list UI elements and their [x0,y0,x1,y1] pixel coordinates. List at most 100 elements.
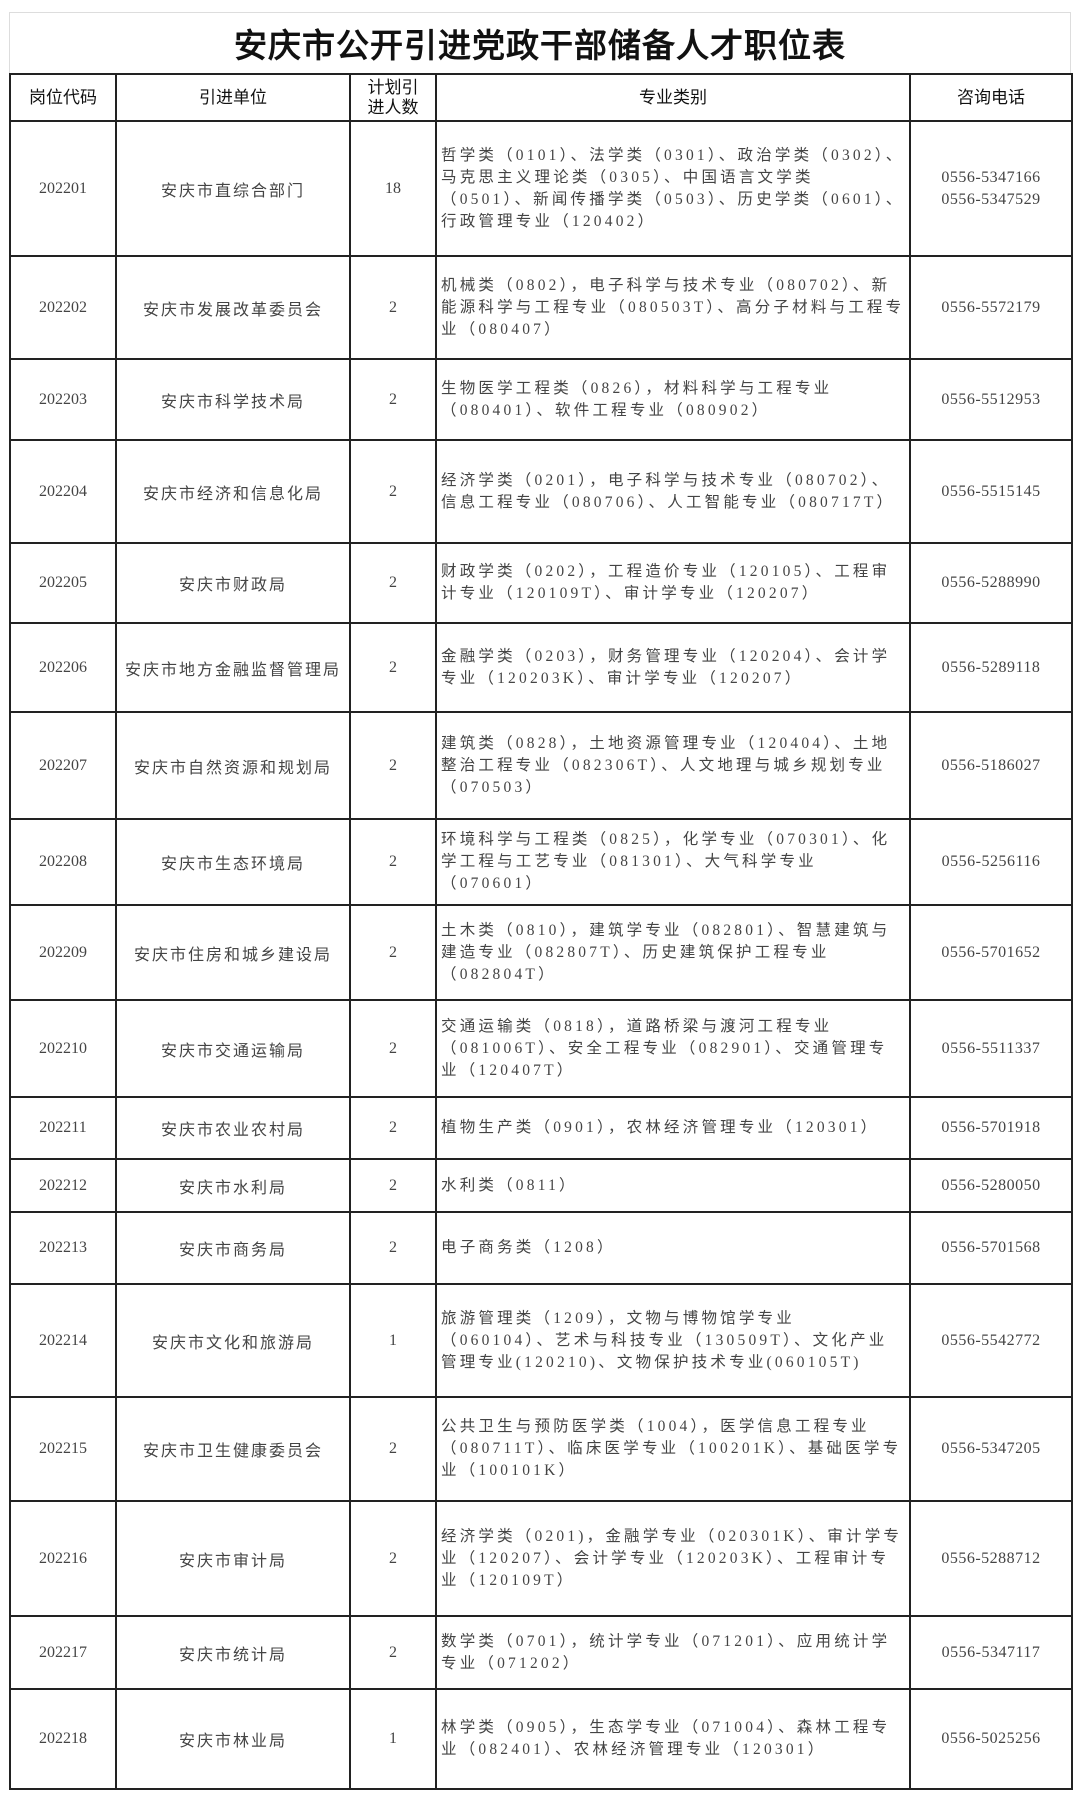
phone-number: 0556-5289118 [941,658,1041,676]
major-cell: 旅游管理类（1209），文物与博物馆学专业（060104）、艺术与科技专业（13… [435,1283,911,1398]
phone-number: 0556-5701652 [941,943,1041,961]
phone-cell: 0556-5511337 [909,999,1073,1098]
major-cell: 林学类（0905），生态学专业（071004）、森林工程专业（082401）、农… [435,1688,911,1790]
phone-cell: 0556-5512953 [909,358,1073,441]
count-cell: 2 [349,711,437,820]
count-cell: 2 [349,1500,437,1617]
phone-cell: 0556-5701568 [909,1211,1073,1285]
unit-cell: 安庆市商务局 [115,1211,351,1285]
major-cell: 交通运输类（0818），道路桥梁与渡河工程专业（081006T）、安全工程专业（… [435,999,911,1098]
table-row: 202206 安庆市地方金融监督管理局 2 金融学类（0203），财务管理专业（120… [9,622,1073,713]
header-code: 岗位代码 [9,73,117,122]
table-row: 202216 安庆市审计局 2 经济学类（0201)，金融学专业（020301K）、审… [9,1500,1073,1617]
unit-cell: 安庆市文化和旅游局 [115,1283,351,1398]
code-cell: 202213 [9,1211,117,1285]
unit-cell: 安庆市地方金融监督管理局 [115,622,351,713]
major-cell: 财政学类（0202），工程造价专业（120105）、工程审计专业（120109T… [435,542,911,624]
position-table-sheet: 安庆市公开引进党政干部储备人才职位表 岗位代码 引进单位 计划引 进人数 专业类别… [9,12,1073,1790]
count-cell: 2 [349,999,437,1098]
phone-cell: 0556-5542772 [909,1283,1073,1398]
table-row: 202211 安庆市农业农村局 2 植物生产类（0901），农林经济管理专业（1203… [9,1096,1073,1160]
unit-cell: 安庆市直综合部门 [115,120,351,257]
phone-number: 0556-5701568 [941,1239,1041,1256]
phone-number: 0556-5572179 [941,298,1041,316]
count-cell: 1 [349,1283,437,1398]
table-row: 202212 安庆市水利局 2 水利类（0811） 0556-5280050 [9,1158,1073,1213]
major-cell: 哲学类（0101）、法学类（0301）、政治学类（0302）、马克思主义理论类（… [435,120,911,257]
table-row: 202208 安庆市生态环境局 2 环境科学与工程类（0825），化学专业（07030… [9,818,1073,906]
phone-number: 0556-5288712 [941,1549,1041,1567]
phone-number: 0556-5288990 [941,574,1041,591]
count-cell: 2 [349,904,437,1001]
phone-number: 0556-5025256 [941,1730,1041,1747]
code-cell: 202208 [9,818,117,906]
code-cell: 202206 [9,622,117,713]
count-cell: 2 [349,622,437,713]
unit-cell: 安庆市审计局 [115,1500,351,1617]
major-cell: 生物医学工程类（0826），材料科学与工程专业（080401）、软件工程专业（0… [435,358,911,441]
code-cell: 202207 [9,711,117,820]
header-phone: 咨询电话 [909,73,1073,122]
code-cell: 202211 [9,1096,117,1160]
code-cell: 202201 [9,120,117,257]
phone-cell: 0556-5347117 [909,1615,1073,1690]
page-title: 安庆市公开引进党政干部储备人才职位表 [9,12,1071,73]
table-row: 202202 安庆市发展改革委员会 2 机械类（0802），电子科学与技术专业（080… [9,255,1073,360]
unit-cell: 安庆市卫生健康委员会 [115,1396,351,1502]
phone-number: 0556-5515145 [941,482,1041,500]
major-cell: 公共卫生与预防医学类（1004），医学信息工程专业（080711T）、临床医学专… [435,1396,911,1502]
major-cell: 环境科学与工程类（0825），化学专业（070301）、化学工程与工艺专业（08… [435,818,911,906]
count-cell: 2 [349,1158,437,1213]
phone-cell: 0556-5515145 [909,439,1073,544]
phone-number: 0556-5347117 [941,1643,1041,1661]
header-count-line1: 计划引 [367,77,419,98]
position-table: 岗位代码 引进单位 计划引 进人数 专业类别 咨询电话 202201 安庆市直综合部… [9,73,1073,1790]
code-cell: 202210 [9,999,117,1098]
table-row: 202213 安庆市商务局 2 电子商务类（1208） 0556-5701568 [9,1211,1073,1285]
header-major: 专业类别 [435,73,911,122]
header-unit: 引进单位 [115,73,351,122]
unit-cell: 安庆市农业农村局 [115,1096,351,1160]
phone-cell: 0556-5288712 [909,1500,1073,1617]
table-row: 202207 安庆市自然资源和规划局 2 建筑类（0828），土地资源管理专业（120… [9,711,1073,820]
major-cell: 植物生产类（0901），农林经济管理专业（120301） [435,1096,911,1160]
table-row: 202210 安庆市交通运输局 2 交通运输类（0818），道路桥梁与渡河工程专业（0… [9,999,1073,1098]
phone-number: 0556-5347166 [941,168,1041,186]
unit-cell: 安庆市统计局 [115,1615,351,1690]
phone-cell: 0556-5025256 [909,1688,1073,1790]
phone-number: 0556-5347529 [941,190,1041,208]
code-cell: 202216 [9,1500,117,1617]
table-row: 202217 安庆市统计局 2 数学类（0701），统计学专业（071201）、应用统… [9,1615,1073,1690]
phone-cell: 0556-5288990 [909,542,1073,624]
phone-cell: 0556-5280050 [909,1158,1073,1213]
phone-cell: 0556-5289118 [909,622,1073,713]
table-row: 202203 安庆市科学技术局 2 生物医学工程类（0826），材料科学与工程专业（0… [9,358,1073,441]
unit-cell: 安庆市住房和城乡建设局 [115,904,351,1001]
table-header-row: 岗位代码 引进单位 计划引 进人数 专业类别 咨询电话 [9,73,1073,122]
code-cell: 202202 [9,255,117,360]
phone-cell: 0556-5347205 [909,1396,1073,1502]
table-row: 202209 安庆市住房和城乡建设局 2 土木类（0810），建筑学专业（082801… [9,904,1073,1001]
count-cell: 2 [349,358,437,441]
code-cell: 202217 [9,1615,117,1690]
major-cell: 数学类（0701），统计学专业（071201）、应用统计学专业（071202） [435,1615,911,1690]
unit-cell: 安庆市科学技术局 [115,358,351,441]
table-row: 202204 安庆市经济和信息化局 2 经济学类（0201），电子科学与技术专业（08… [9,439,1073,544]
header-count-line2: 进人数 [367,97,419,118]
count-cell: 2 [349,255,437,360]
code-cell: 202209 [9,904,117,1001]
phone-cell: 0556-5186027 [909,711,1073,820]
count-cell: 2 [349,439,437,544]
table-row: 202201 安庆市直综合部门 18 哲学类（0101）、法学类（0301）、政治学类… [9,120,1073,257]
table-row: 202214 安庆市文化和旅游局 1 旅游管理类（1209），文物与博物馆学专业（06… [9,1283,1073,1398]
major-cell: 建筑类（0828），土地资源管理专业（120404）、土地整治工程专业（0823… [435,711,911,820]
code-cell: 202215 [9,1396,117,1502]
unit-cell: 安庆市生态环境局 [115,818,351,906]
code-cell: 202203 [9,358,117,441]
table-row: 202205 安庆市财政局 2 财政学类（0202），工程造价专业（120105）、工… [9,542,1073,624]
code-cell: 202214 [9,1283,117,1398]
unit-cell: 安庆市财政局 [115,542,351,624]
major-cell: 经济学类（0201），电子科学与技术专业（080702）、信息工程专业（0807… [435,439,911,544]
count-cell: 2 [349,1615,437,1690]
code-cell: 202212 [9,1158,117,1213]
